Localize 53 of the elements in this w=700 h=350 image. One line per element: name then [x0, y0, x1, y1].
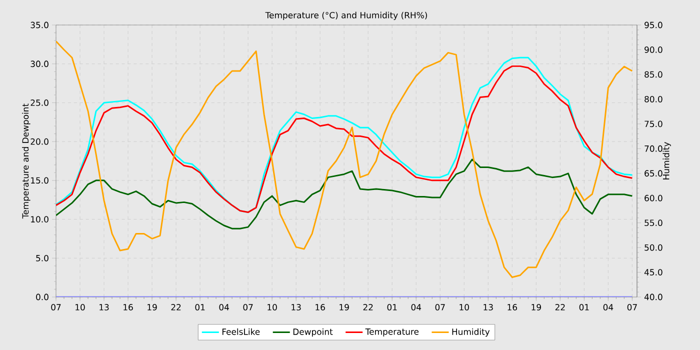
chart-title: Temperature (°C) and Humidity (RH%): [265, 12, 427, 20]
x-tick-label: 19: [148, 304, 157, 310]
legend-label: FeelsLike: [222, 328, 260, 335]
legend-label: Temperature: [365, 328, 419, 336]
y-tick-label: 25.0: [30, 100, 48, 106]
x-tick-label: 16: [124, 304, 133, 310]
y2-tick-label: 45.0: [644, 269, 662, 276]
x-tick-label: 01: [387, 304, 397, 310]
y2-tick-label: 95.0: [644, 22, 662, 28]
x-tick-label: 10: [460, 304, 469, 310]
x-tick-label: 13: [292, 304, 301, 310]
y-tick-label: 0.0: [36, 294, 48, 300]
y2-tick-label: 50.0: [644, 244, 662, 251]
x-tick-label: 04: [603, 304, 614, 310]
legend-label: Dewpoint: [293, 328, 333, 337]
x-tick-label: 16: [508, 304, 518, 310]
x-tick-label: 01: [579, 304, 589, 310]
y2-tick-label: 60.0: [644, 194, 662, 202]
x-tick-label: 07: [435, 304, 445, 310]
x-tick-label: 04: [219, 304, 229, 310]
y-tick-label: 10.0: [31, 216, 48, 222]
x-tick-label: 19: [532, 304, 541, 310]
x-tick-label: 10: [76, 304, 85, 310]
x-tick-label: 22: [555, 304, 565, 310]
y2-tick-label: 70.0: [644, 145, 662, 152]
y-tick-label: 15.0: [31, 177, 48, 184]
y2-tick-label: 75.0: [644, 120, 662, 128]
y2-tick-label: 80.0: [644, 96, 662, 102]
x-tick-label: 22: [363, 304, 373, 310]
x-tick-label: 10: [268, 304, 277, 310]
x-tick-label: 07: [51, 304, 61, 310]
y2-tick-label: 65.0: [644, 170, 662, 177]
y-tick-label: 20.0: [30, 138, 48, 145]
x-tick-label: 16: [316, 304, 325, 310]
y2-axis-title: Humidity: [662, 142, 671, 180]
y2-tick-label: 55.0: [644, 220, 662, 226]
y-tick-label: 35.0: [30, 22, 48, 28]
y-axis-title: Temperature and Dewpoint: [22, 104, 30, 219]
y-tick-label: 30.0: [30, 60, 48, 68]
x-tick-label: 19: [340, 304, 349, 310]
x-tick-label: 13: [100, 304, 109, 310]
x-tick-label: 22: [171, 304, 181, 310]
y-tick-label: 5.0: [36, 254, 48, 262]
x-tick-label: 07: [243, 304, 253, 310]
y2-tick-label: 90.0: [644, 46, 662, 53]
x-tick-label: 04: [411, 304, 422, 310]
y2-tick-label: 85.0: [644, 71, 662, 78]
line-series: [56, 40, 633, 278]
legend-label: Humidity: [452, 328, 490, 337]
x-tick-label: 01: [195, 304, 205, 310]
x-tick-label: 13: [484, 304, 493, 310]
y2-tick-label: 40.0: [644, 294, 662, 300]
x-tick-label: 07: [627, 304, 637, 310]
